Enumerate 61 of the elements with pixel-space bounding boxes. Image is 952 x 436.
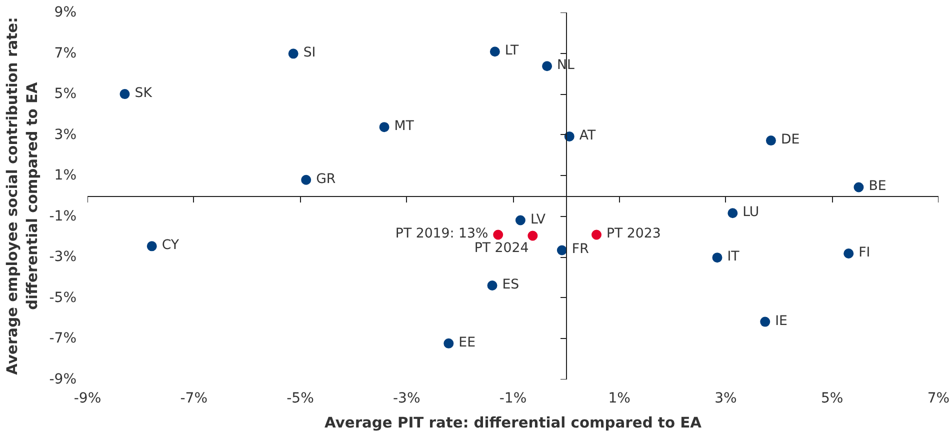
annotation: DE	[780, 132, 800, 148]
point	[487, 280, 498, 290]
x-tick-label: -3%	[392, 390, 420, 406]
y-tick-label: 5%	[54, 86, 77, 102]
x-tick-label: 7%	[927, 390, 950, 406]
x-tick-label: -1%	[499, 390, 527, 406]
point	[528, 230, 538, 241]
annotation: PT 2019: 13%	[395, 226, 488, 242]
point	[288, 48, 298, 59]
x-tick-label: -9%	[74, 390, 102, 406]
point	[120, 89, 130, 100]
y-axis-title: Average employee social contribution rate: differential compared to EA	[4, 17, 42, 375]
point	[490, 46, 500, 57]
annotation: CY	[162, 238, 180, 254]
annotation: FI	[858, 245, 870, 260]
x-tick-label: 5%	[821, 390, 844, 406]
point	[766, 136, 776, 146]
y-tick-label: -1%	[49, 208, 77, 224]
x-tick-label: 3%	[714, 390, 737, 406]
annotation: EE	[458, 335, 476, 350]
y-tick-label: 7%	[54, 45, 77, 62]
point	[379, 122, 390, 132]
annotation: GR	[316, 172, 336, 187]
annotation: PT 2024	[474, 240, 529, 256]
y-tick-label: -9%	[49, 372, 77, 388]
annotation: LU	[742, 205, 760, 220]
annotation: MT	[394, 119, 415, 134]
y-tick-label: 9%	[54, 4, 77, 20]
annotation: FR	[572, 242, 589, 258]
point	[712, 252, 722, 263]
x-axis-title: Average PIT rate: differential compared to EA	[324, 414, 702, 432]
annotation: SI	[303, 46, 316, 61]
point	[146, 241, 157, 252]
x-tick-label: 1%	[608, 390, 630, 406]
x-tick-label: -7%	[180, 390, 208, 406]
y-tick-label: 3%	[54, 126, 77, 143]
annotation: BE	[868, 179, 886, 194]
point	[844, 248, 854, 258]
annotation: IE	[775, 314, 788, 329]
point	[854, 182, 864, 192]
x-tick-label: -5%	[286, 390, 314, 406]
point	[515, 215, 526, 226]
y-tick-label: -7%	[49, 330, 77, 347]
point	[542, 61, 552, 72]
annotation: LV	[530, 212, 546, 228]
point	[493, 230, 504, 240]
point	[301, 174, 312, 185]
annotation: SK	[134, 86, 154, 102]
point	[728, 208, 738, 218]
annotation: IT	[727, 250, 740, 265]
y-tick-label: -3%	[49, 249, 77, 266]
annotation: PT 2023	[606, 226, 661, 242]
point	[592, 230, 602, 240]
annotation: AT	[579, 128, 596, 144]
y-tick-label: 1%	[54, 168, 77, 184]
annotation: ES	[502, 278, 520, 293]
point	[444, 338, 454, 348]
annotation: LT	[504, 44, 520, 59]
point	[556, 245, 567, 256]
point	[760, 316, 770, 327]
y-tick-label: -5%	[49, 290, 77, 306]
